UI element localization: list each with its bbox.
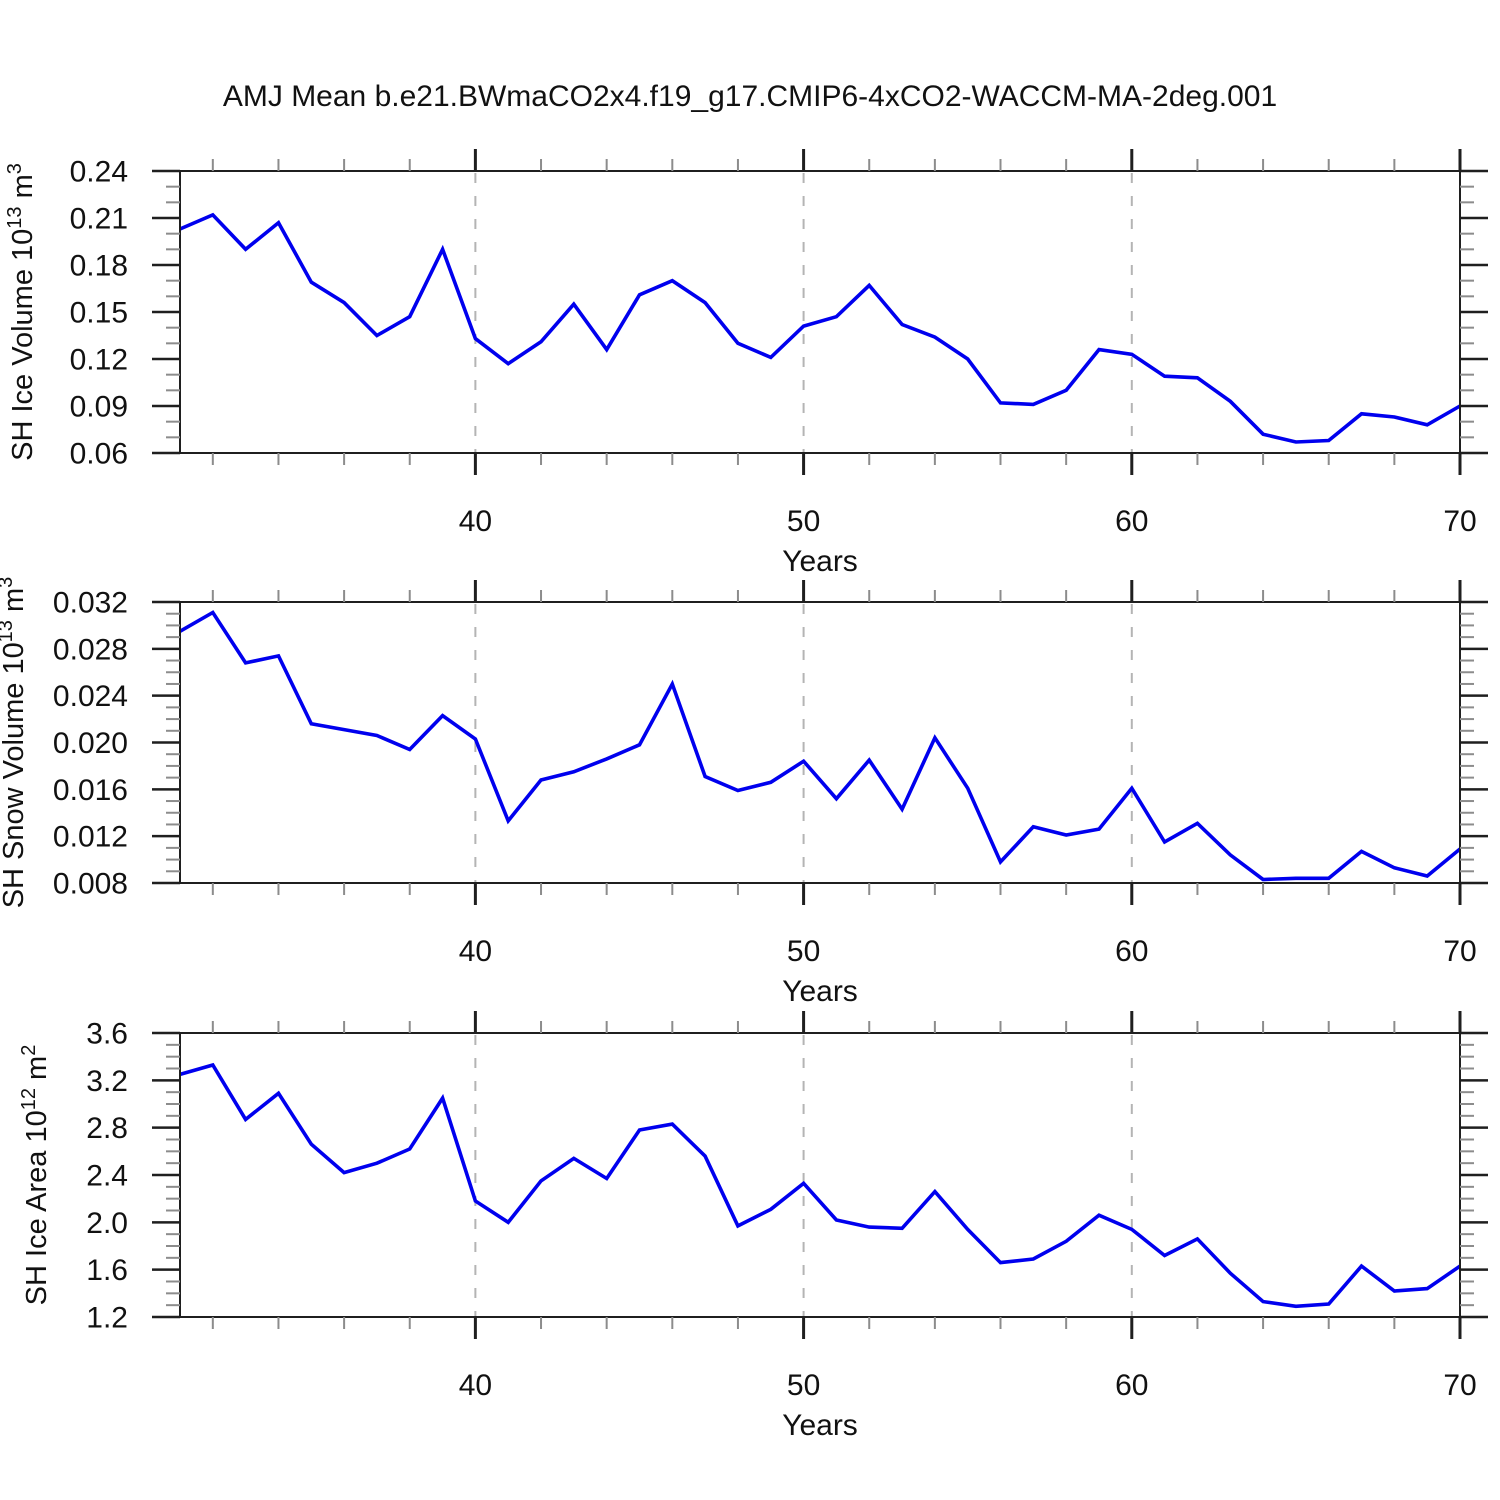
y-tick-label: 0.016 xyxy=(53,774,128,807)
y-tick-label: 1.2 xyxy=(86,1302,128,1335)
plot-frame xyxy=(179,170,1461,454)
x-tick-label: 50 xyxy=(787,935,820,968)
x-tick-label: 60 xyxy=(1115,1369,1148,1402)
y-tick-label: 0.032 xyxy=(53,587,128,620)
x-tick-label: 70 xyxy=(1443,1369,1476,1402)
y-tick-label: 0.012 xyxy=(53,821,128,854)
x-tick-label: 40 xyxy=(459,1369,492,1402)
data-line-sh-snow-volume xyxy=(179,610,1462,882)
y-tick-label: 0.028 xyxy=(53,633,128,666)
x-tick-label: 40 xyxy=(459,505,492,538)
x-axis-title: Years xyxy=(782,975,858,1008)
data-line-sh-ice-area xyxy=(179,1062,1462,1309)
chart-sh-ice-area: 40 50 60 70 1.2 1.6 2.0 2.4 2.8 3.2 3.6 Years SH Ice… xyxy=(18,1011,1488,1442)
x-axis-title: Years xyxy=(782,545,858,578)
plot-frame xyxy=(179,601,1461,884)
x-tick-label: 50 xyxy=(787,1369,820,1402)
chart-sh-snow-volume: 40 50 60 70 0.008 0.012 0.016 0.020 0.024 0.028 0.… xyxy=(0,577,1488,1008)
y-tick-label: 1.6 xyxy=(86,1254,128,1287)
y-tick-label: 0.12 xyxy=(70,344,128,377)
y-tick-label: 0.06 xyxy=(70,438,128,471)
x-tick-label: 60 xyxy=(1115,505,1148,538)
plot-frame xyxy=(179,1032,1461,1318)
y-tick-label: 3.6 xyxy=(86,1018,128,1051)
y-tick-label: 0.18 xyxy=(70,250,128,283)
y-tick-label: 0.020 xyxy=(53,727,128,760)
plot-title: AMJ Mean b.e21.BWmaCO2x4.f19_g17.CMIP6-4… xyxy=(222,80,1278,113)
y-tick-label: 0.15 xyxy=(70,297,128,330)
x-tick-label: 50 xyxy=(787,505,820,538)
y-tick-label: 2.0 xyxy=(86,1207,128,1240)
y-tick-label: 3.2 xyxy=(86,1065,128,1098)
data-line-sh-ice-volume xyxy=(179,212,1461,444)
x-tick-label: 40 xyxy=(459,935,492,968)
y-tick-label: 0.21 xyxy=(70,203,128,236)
y-axis-title: SH Ice Area 1012 m2 xyxy=(18,1045,53,1306)
y-tick-label: 0.008 xyxy=(53,868,128,901)
y-tick-label: 0.024 xyxy=(53,680,128,713)
x-axis-title: Years xyxy=(782,1409,858,1442)
y-tick-label: 2.4 xyxy=(86,1160,128,1193)
x-tick-label: 60 xyxy=(1115,935,1148,968)
y-axis-title: SH Snow Volume 1013 m3 xyxy=(0,577,30,909)
y-tick-label: 2.8 xyxy=(86,1112,128,1145)
y-tick-label: 0.09 xyxy=(70,391,128,424)
x-tick-label: 70 xyxy=(1443,935,1476,968)
y-axis-title: SH Ice Volume 1013 m3 xyxy=(4,163,39,461)
x-tick-label: 70 xyxy=(1443,505,1476,538)
y-tick-label: 0.24 xyxy=(70,156,128,189)
chart-sh-ice-volume: 40 50 60 70 0.06 0.09 0.12 0.15 0.18 0.21 0.24 Year… xyxy=(4,149,1488,578)
